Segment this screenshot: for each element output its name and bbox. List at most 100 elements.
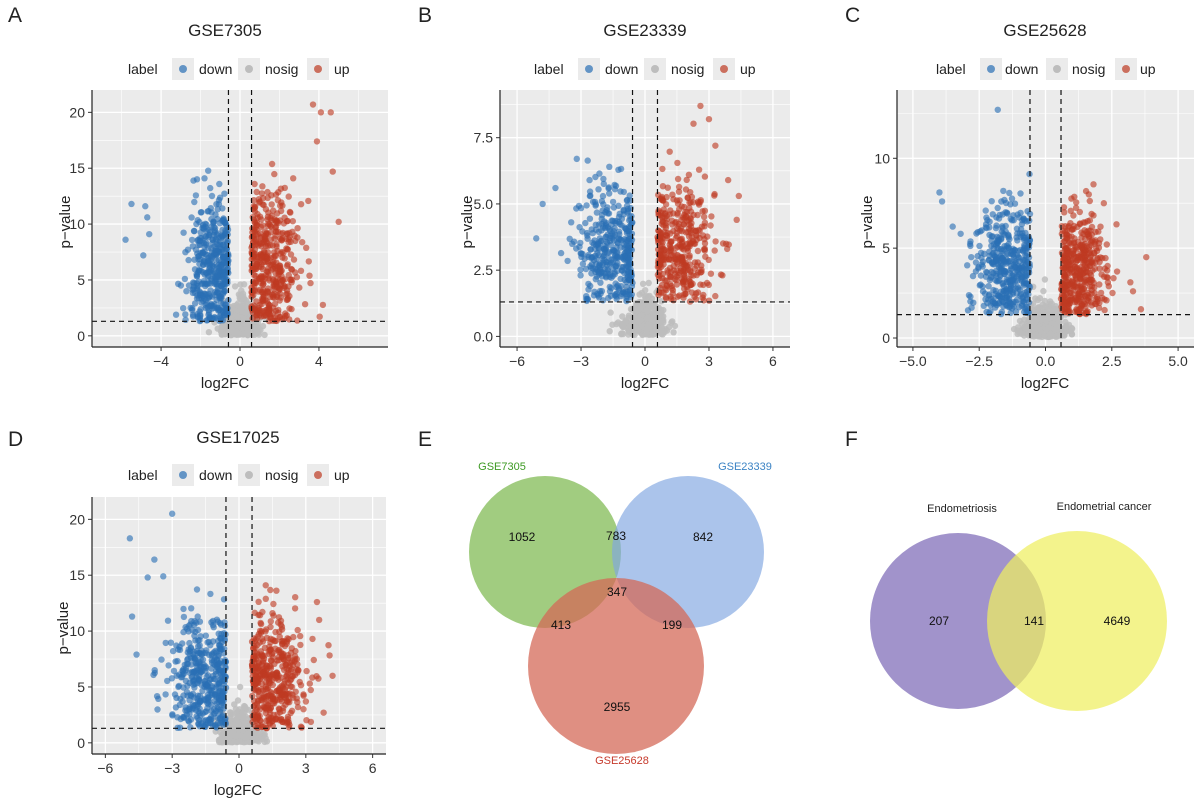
point-up	[1058, 280, 1066, 287]
legend-label-down: down	[1005, 61, 1038, 77]
point-down	[186, 679, 193, 687]
x-tick-label: −6	[509, 353, 525, 369]
point-nosig	[622, 318, 629, 325]
point-nosig	[639, 280, 647, 287]
point-down	[596, 235, 604, 242]
point-down	[586, 192, 594, 200]
point-down	[214, 689, 221, 696]
point-nosig	[236, 683, 244, 691]
point-nosig	[234, 697, 242, 704]
point-down	[968, 253, 975, 261]
point-down	[202, 251, 209, 258]
panel-letter-c: C	[845, 4, 860, 27]
point-up	[284, 246, 291, 253]
y-tick-label: 15	[69, 160, 85, 176]
point-down	[197, 663, 205, 670]
point-up	[703, 279, 711, 287]
point-nosig	[607, 309, 614, 316]
point-up	[682, 186, 690, 193]
volcano-panel-c: C GSE25628 label down nosig up −5.0 −2.5 0…	[845, 4, 1194, 392]
point-down	[205, 267, 213, 274]
point-down	[140, 252, 147, 259]
legend-title: label	[128, 61, 158, 77]
point-down	[966, 240, 974, 248]
point-down	[193, 273, 201, 280]
point-up	[701, 223, 708, 230]
point-down	[999, 247, 1006, 255]
point-down	[607, 241, 615, 249]
point-up	[1086, 197, 1094, 205]
point-up	[309, 101, 317, 108]
y-tick-label: 10	[69, 216, 85, 232]
point-nosig	[644, 322, 652, 329]
point-up	[1077, 270, 1084, 277]
point-down	[1008, 217, 1016, 224]
point-up	[260, 288, 267, 296]
point-up	[1085, 191, 1093, 198]
point-up	[1063, 296, 1070, 303]
point-up	[1070, 240, 1078, 247]
point-up	[674, 209, 681, 217]
point-up	[694, 211, 701, 219]
point-nosig	[231, 283, 239, 290]
panel-d-title: GSE17025	[196, 428, 279, 447]
legend-label-up: up	[1140, 61, 1156, 77]
point-down	[165, 662, 172, 669]
point-up	[1088, 210, 1095, 218]
point-up	[663, 251, 670, 258]
point-up	[294, 225, 301, 232]
point-down	[1004, 259, 1012, 266]
point-up	[325, 642, 332, 649]
legend-key-down	[179, 65, 187, 73]
point-up	[675, 188, 683, 195]
y-tick-label: 5	[77, 679, 85, 695]
point-down	[128, 200, 135, 208]
point-nosig	[1032, 295, 1039, 302]
point-down	[978, 227, 985, 234]
point-nosig	[239, 290, 247, 297]
point-down	[594, 250, 601, 257]
point-up	[661, 210, 669, 217]
point-up	[701, 247, 708, 254]
point-down	[583, 202, 590, 209]
point-down	[204, 274, 211, 281]
point-up	[1064, 256, 1072, 263]
point-down	[595, 186, 602, 193]
point-down	[1000, 187, 1007, 195]
point-down	[557, 249, 565, 257]
point-down	[1025, 299, 1033, 306]
point-down	[1006, 189, 1013, 197]
point-down	[224, 265, 231, 272]
point-up	[677, 265, 684, 272]
point-down	[589, 239, 596, 246]
point-up	[1088, 276, 1095, 283]
point-up	[678, 216, 685, 223]
point-up	[1077, 250, 1084, 257]
point-down	[204, 704, 211, 712]
point-up	[1137, 306, 1145, 313]
point-down	[158, 656, 165, 663]
point-down	[188, 605, 195, 612]
point-down	[979, 283, 986, 290]
point-down	[1021, 234, 1028, 241]
point-down	[224, 223, 231, 230]
point-down	[987, 274, 994, 281]
point-down	[1023, 249, 1030, 257]
point-up	[687, 215, 694, 223]
point-down	[1002, 199, 1010, 207]
point-up	[276, 297, 283, 304]
legend-label-nosig: nosig	[265, 61, 298, 77]
legend-key-down	[585, 65, 593, 73]
point-nosig	[635, 306, 642, 314]
point-down	[949, 223, 956, 230]
point-up	[676, 197, 683, 204]
point-down	[595, 271, 603, 278]
point-nosig	[236, 726, 243, 733]
y-tick-label: 0	[77, 328, 85, 344]
point-up	[1085, 233, 1093, 241]
point-down	[197, 209, 205, 216]
point-down	[1022, 261, 1029, 268]
point-down	[996, 211, 1003, 219]
point-nosig	[670, 329, 677, 336]
point-up	[264, 188, 271, 196]
